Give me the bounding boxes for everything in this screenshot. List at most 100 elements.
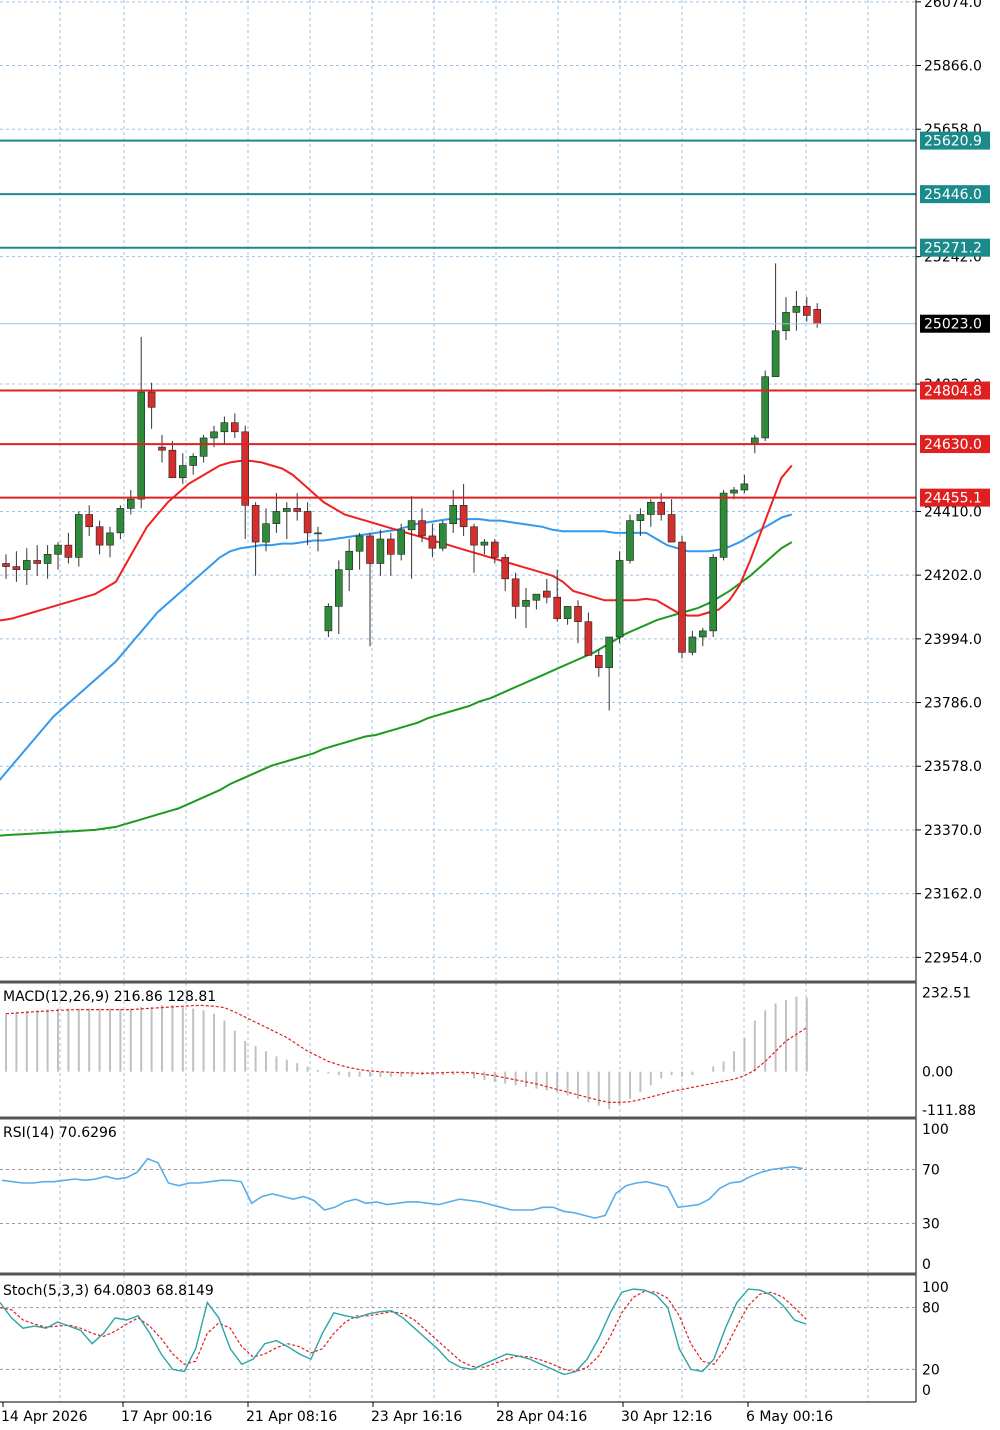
stoch-panel (0, 1288, 916, 1376)
moving-averages (0, 459, 793, 837)
candle-body (345, 550, 354, 570)
rsi-tick-label: 30 (922, 1217, 940, 1233)
candle-body (792, 305, 801, 313)
candle-body (532, 593, 541, 601)
candle-body (542, 590, 551, 598)
stoch-main-line (0, 1288, 807, 1376)
candle-body (646, 501, 655, 515)
candle-body (168, 449, 177, 479)
candle-body (2, 563, 10, 567)
candle-body (282, 508, 291, 512)
stoch-tick-label: 100 (922, 1280, 949, 1296)
price-tick-label: 24202.0 (924, 568, 982, 584)
candle-body (33, 560, 42, 564)
candle-body (418, 520, 426, 537)
candle-body (782, 312, 790, 332)
candle-body (584, 621, 593, 656)
candle-body (667, 514, 676, 543)
candle-body (428, 535, 437, 549)
candle-body (438, 523, 447, 549)
macd-tick-label: 0.00 (922, 1065, 953, 1081)
price-tick-label: 23370.0 (924, 823, 982, 839)
candle-body (615, 560, 624, 638)
candle-body (210, 431, 218, 439)
price-tick-label: 23786.0 (924, 696, 982, 712)
ma-slow-line (0, 541, 793, 837)
candle-body (116, 508, 125, 534)
candle-body (303, 511, 312, 534)
candle-body (386, 538, 395, 555)
rsi-line (1, 1157, 803, 1219)
price-tick-label: 24410.0 (924, 504, 982, 520)
candle-body (85, 514, 93, 528)
resistance-price-tag-label: 25620.9 (924, 134, 982, 150)
price-levels (0, 139, 916, 499)
candle-body (626, 520, 634, 561)
candle-body (314, 532, 322, 535)
candle-body (397, 529, 406, 555)
rsi-panel (0, 1157, 916, 1224)
candle-body (719, 492, 728, 558)
macd-tick-label: -111.88 (922, 1103, 976, 1119)
macd-signal-line (5, 1004, 808, 1104)
candle-body (106, 532, 114, 546)
candle-body (459, 505, 468, 528)
candle-body (709, 557, 718, 632)
candle-body (802, 305, 811, 316)
support-price-tag-label: 24455.1 (924, 491, 982, 507)
time-tick-label: 17 Apr 00:16 (121, 1409, 212, 1425)
price-tick-label: 26074.0 (924, 0, 982, 11)
candle-body (220, 422, 229, 433)
candle-body (334, 569, 343, 607)
grid (0, 0, 916, 1402)
stoch-tick-label: 0 (922, 1383, 931, 1399)
candle-body (511, 578, 520, 607)
candles (2, 263, 822, 711)
candle-body (553, 596, 562, 619)
candle-body (75, 514, 83, 558)
candle-body (43, 554, 52, 564)
resistance-price-tag (920, 238, 990, 257)
macd-label: MACD(12,26,9) 216.86 128.81 (3, 989, 216, 1005)
price-tick-label: 23162.0 (924, 887, 982, 903)
resistance-price-tag (920, 185, 990, 204)
candle-body (594, 655, 603, 668)
support-price-tag-label: 24630.0 (924, 437, 982, 453)
stoch-signal-line (0, 1290, 807, 1373)
ma-fast-line (0, 459, 793, 622)
macd-tick-label: 232.51 (922, 985, 971, 1001)
candle-body (657, 501, 666, 515)
candle-body (137, 391, 145, 500)
candle-body (366, 535, 374, 564)
rsi-label: RSI(14) 70.6296 (3, 1125, 117, 1141)
candle-body (563, 606, 572, 619)
support-price-tag (920, 488, 990, 507)
time-tick-label: 14 Apr 2026 (1, 1409, 88, 1425)
rsi-tick-label: 70 (922, 1163, 940, 1179)
support-price-tag (920, 381, 990, 400)
time-tick-label: 30 Apr 12:16 (621, 1409, 712, 1425)
support-price-tag (920, 435, 990, 454)
candle-body (12, 566, 21, 570)
time-tick-label: 28 Apr 04:16 (496, 1409, 587, 1425)
price-tick-label: 25866.0 (924, 59, 982, 75)
candle-body (605, 636, 614, 668)
candle-body (449, 505, 458, 524)
resistance-price-tag (920, 131, 990, 150)
candle-body (262, 523, 270, 543)
candle-body (490, 541, 499, 558)
candle-body (64, 544, 73, 558)
macd-panel (5, 996, 808, 1110)
candle-body (740, 483, 749, 491)
candle-body (158, 446, 166, 451)
price-tick-label: 23578.0 (924, 759, 982, 775)
stoch-label: Stoch(5,3,3) 64.0803 68.8149 (3, 1283, 214, 1299)
candle-body (761, 376, 770, 439)
candle-body (231, 422, 239, 433)
candle-body (272, 511, 281, 524)
candle-body (636, 514, 645, 521)
resistance-price-tag-label: 25271.2 (924, 241, 982, 257)
candle-body (688, 636, 697, 653)
